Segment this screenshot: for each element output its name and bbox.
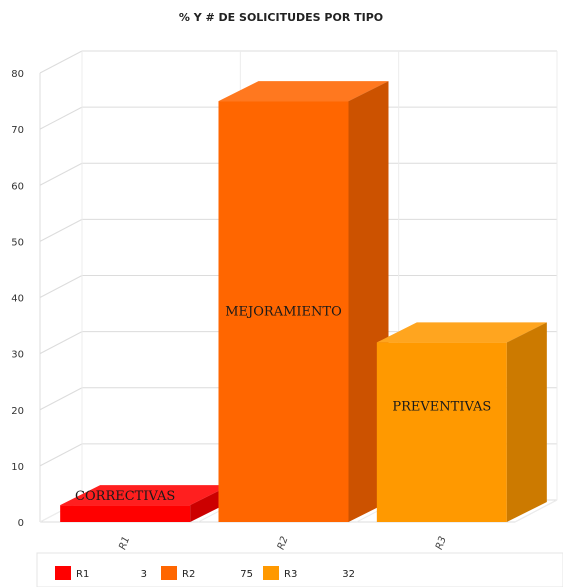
legend: R1 3 R2 75 R3 32 xyxy=(36,552,563,587)
x-tick-label: R3 xyxy=(434,535,449,551)
legend-value: 75 xyxy=(240,569,253,580)
bar-front xyxy=(60,505,191,522)
bar-front xyxy=(376,342,507,522)
bar-R2: MEJORAMIENTO xyxy=(218,81,389,522)
legend-swatch xyxy=(161,566,177,580)
bars: CORRECTIVAS MEJORAMIENTO PREVENTIVAS xyxy=(60,81,547,522)
grid-line-diagonal xyxy=(39,106,83,130)
y-tick-label: 10 xyxy=(11,462,24,473)
x-tick-label: R1 xyxy=(117,535,132,551)
bar-top xyxy=(218,81,389,102)
legend-entry-R1: R1 3 xyxy=(55,566,147,580)
legend-label: R2 xyxy=(182,569,195,580)
bar-R3: PREVENTIVAS xyxy=(376,322,547,522)
y-tick-label: 50 xyxy=(11,237,24,248)
bar-R1: CORRECTIVAS xyxy=(60,485,231,522)
grid-line-diagonal xyxy=(39,218,83,242)
bar-label: PREVENTIVAS xyxy=(392,400,491,415)
chart-title: % Y # DE SOLICITUDES POR TIPO xyxy=(179,11,383,24)
y-tick-label: 40 xyxy=(11,294,24,305)
y-axis: 0 10 20 30 40 50 60 70 80 xyxy=(11,69,24,529)
grid-line-diagonal xyxy=(39,50,83,74)
grid-line-diagonal xyxy=(39,275,83,298)
y-tick-label: 70 xyxy=(11,125,24,136)
grid-line-diagonal xyxy=(39,331,83,355)
x-axis: R1 R2 R3 xyxy=(117,535,449,551)
y-tick-label: 20 xyxy=(11,406,24,417)
floor-line xyxy=(514,499,558,523)
bar-label: MEJORAMIENTO xyxy=(225,305,342,320)
legend-box xyxy=(36,552,563,587)
bar-side xyxy=(506,322,547,522)
y-tick-label: 30 xyxy=(11,350,24,361)
y-tick-label: 80 xyxy=(11,69,24,80)
legend-label: R3 xyxy=(284,569,297,580)
bar-top xyxy=(60,485,231,506)
legend-entry-R2: R2 75 xyxy=(161,566,253,580)
legend-label: R1 xyxy=(76,569,89,580)
legend-swatch xyxy=(263,566,279,580)
legend-value: 32 xyxy=(342,569,355,580)
grid-line-diagonal xyxy=(39,162,83,186)
grid-line-diagonal xyxy=(39,387,83,411)
legend-swatch xyxy=(55,566,71,580)
legend-entry-R3: R3 32 xyxy=(263,566,355,580)
bar-label: CORRECTIVAS xyxy=(75,489,175,504)
y-tick-label: 60 xyxy=(11,181,24,192)
bar-front xyxy=(218,101,349,522)
x-tick-label: R2 xyxy=(276,535,291,551)
bar-top xyxy=(376,322,547,343)
legend-value: 3 xyxy=(141,569,147,580)
grid-line-diagonal xyxy=(39,443,83,467)
y-tick-label: 0 xyxy=(18,518,24,529)
